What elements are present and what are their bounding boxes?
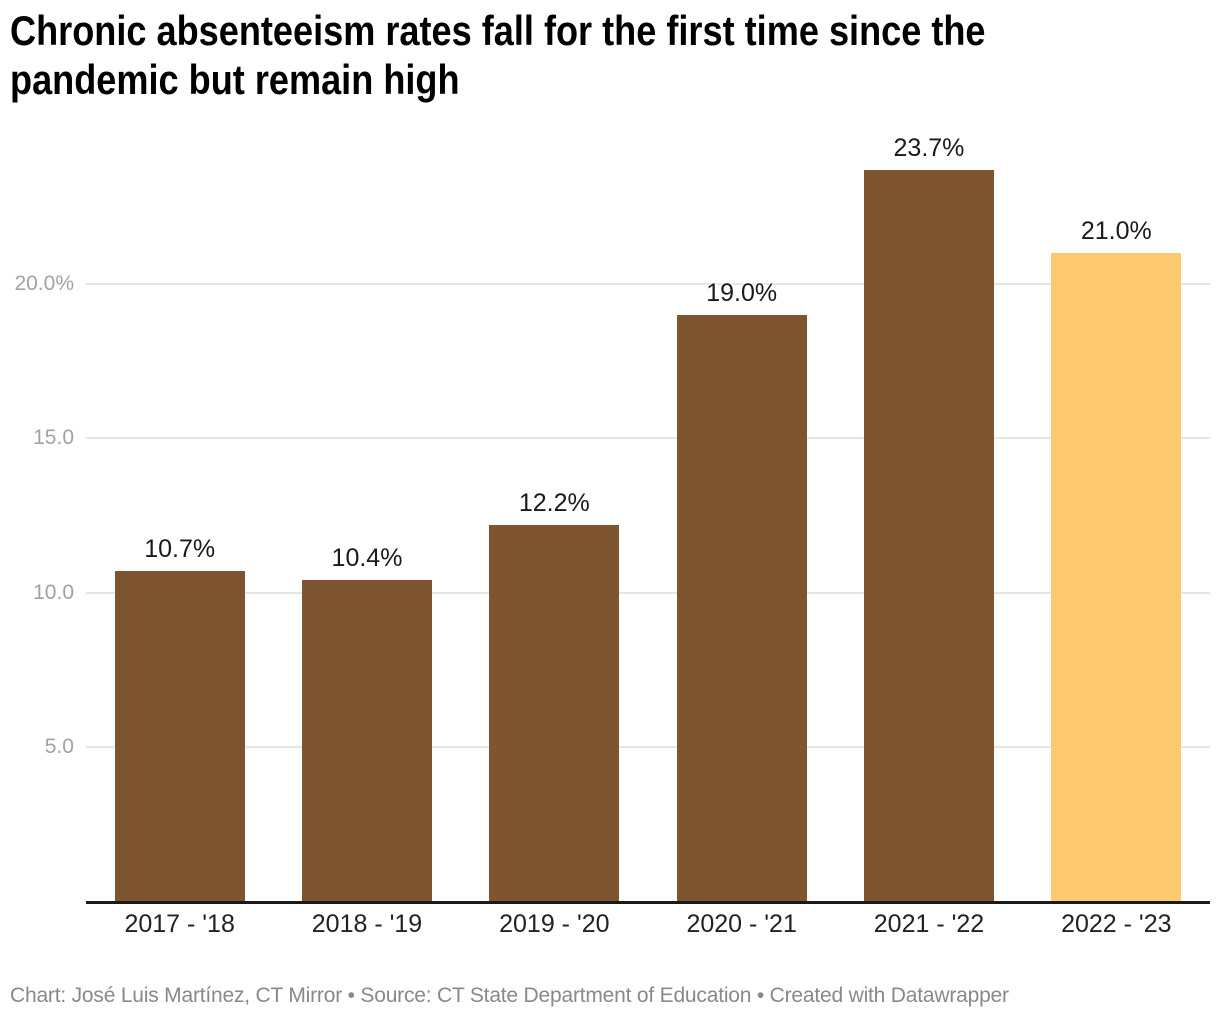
bar-column-2019-20: 12.2% bbox=[461, 130, 648, 901]
bar-2021-22[interactable] bbox=[863, 170, 994, 901]
gridline-5 bbox=[86, 745, 1210, 748]
bar-column-2022-23: 21.0% bbox=[1023, 130, 1210, 901]
y-tick-label-5: 5.0 bbox=[44, 734, 74, 758]
bar-value-label: 10.7% bbox=[144, 535, 216, 564]
bar-2017-18[interactable] bbox=[114, 571, 245, 901]
chart-title-line1: Chronic absenteeism rates fall for the f… bbox=[10, 7, 986, 54]
chart-title-line2: pandemic but remain high bbox=[10, 56, 460, 103]
bar-2018-19[interactable] bbox=[301, 580, 432, 901]
x-tick-label-2020-21: 2020 - '21 bbox=[686, 910, 797, 938]
x-tick-label-2017-18: 2017 - '18 bbox=[124, 910, 235, 938]
chart-footer: Chart: José Luis Martínez, CT Mirror • S… bbox=[10, 984, 1009, 1007]
x-tick-label-2022-23: 2022 - '23 bbox=[1061, 910, 1172, 938]
gridline-10 bbox=[86, 591, 1210, 594]
x-tick-label-2021-22: 2021 - '22 bbox=[873, 910, 985, 938]
bar-column-2020-21: 19.0% bbox=[648, 130, 835, 901]
bar-value-label: 12.2% bbox=[518, 488, 590, 517]
gridline-15 bbox=[86, 437, 1210, 440]
x-axis-line bbox=[86, 901, 1210, 904]
bar-value-label: 23.7% bbox=[893, 134, 965, 163]
bar-2020-21[interactable] bbox=[676, 315, 807, 901]
bar-column-2017-18: 10.7% bbox=[86, 130, 273, 901]
plot-area: 10.7% 10.4% 12.2% 19.0% 23.7% 21.0% bbox=[86, 130, 1210, 901]
gridline-20 bbox=[86, 283, 1210, 286]
bar-column-2021-22: 23.7% bbox=[835, 130, 1022, 901]
bar-2022-23[interactable] bbox=[1051, 253, 1182, 901]
y-tick-label-15: 15.0 bbox=[33, 426, 74, 450]
bar-column-2018-19: 10.4% bbox=[273, 130, 460, 901]
chart-title: Chronic absenteeism rates fall for the f… bbox=[10, 6, 986, 104]
bar-columns: 10.7% 10.4% 12.2% 19.0% 23.7% 21.0% bbox=[86, 130, 1210, 901]
x-tick-label-2018-19: 2018 - '19 bbox=[311, 910, 423, 938]
bar-value-label: 21.0% bbox=[1080, 217, 1152, 246]
y-tick-label-20: 20.0% bbox=[14, 272, 74, 296]
bar-value-label: 19.0% bbox=[706, 279, 778, 308]
y-axis: 20.0% 15.0 10.0 5.0 bbox=[0, 130, 74, 901]
x-axis-labels: 2017 - '18 2018 - '19 2019 - '20 2020 - … bbox=[86, 909, 1210, 939]
x-tick-label-2019-20: 2019 - '20 bbox=[499, 910, 610, 938]
y-tick-label-10: 10.0 bbox=[33, 580, 74, 604]
bar-value-label: 10.4% bbox=[331, 544, 403, 573]
bar-2019-20[interactable] bbox=[489, 524, 620, 901]
